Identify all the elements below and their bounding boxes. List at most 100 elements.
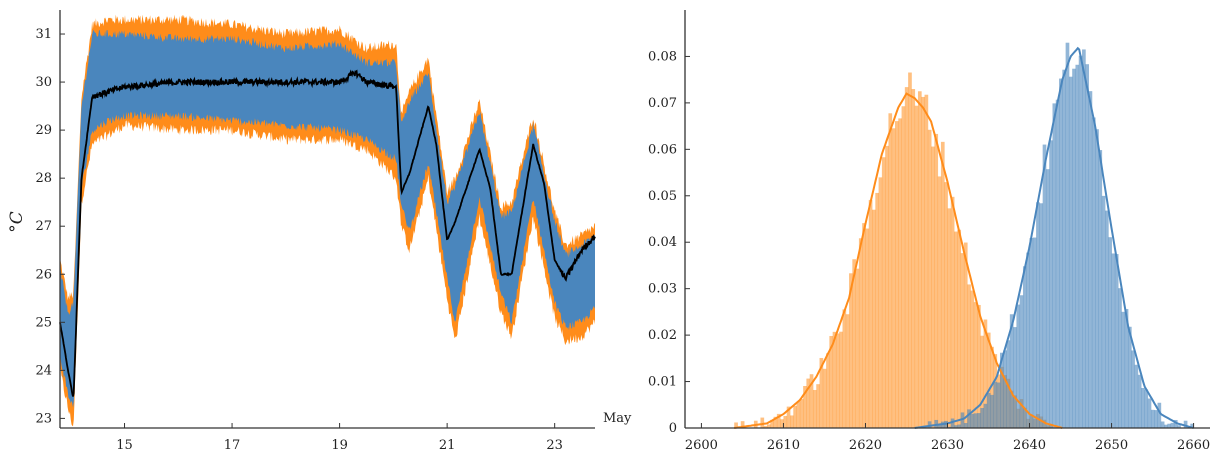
histogram-bar-series-1 (868, 199, 873, 428)
histogram-bar-series-2 (1075, 64, 1080, 428)
y-tick-label: 27 (35, 219, 52, 234)
histogram-bar-series-2 (1072, 68, 1076, 428)
x-tick-label: 2650 (1095, 438, 1128, 453)
y-tick-label: 0.03 (648, 282, 677, 297)
histogram-bar-series-2 (1045, 169, 1050, 428)
histogram-bar-series-1 (970, 290, 975, 428)
histogram-bar-series-1 (957, 229, 962, 428)
histogram-bar-series-1 (826, 353, 830, 428)
outer-band-area (60, 14, 595, 427)
histogram-bar-series-1 (858, 238, 863, 428)
histogram-bar-series-1 (796, 401, 801, 428)
histogram-bar-series-2 (1019, 295, 1024, 428)
histogram-bar-series-1 (885, 145, 889, 428)
x-tick-label: 2640 (1013, 438, 1046, 453)
histogram-bar-series-1 (767, 424, 771, 428)
histogram-bar-series-1 (983, 319, 988, 428)
histogram-bar-series-1 (937, 176, 942, 428)
histogram-bar-series-2 (1029, 238, 1034, 428)
histogram-bar-series-2 (1134, 364, 1139, 428)
y-tick-label: 0 (669, 421, 677, 436)
histogram-bar-series-1 (921, 96, 925, 428)
x-tick-label: 2660 (1177, 438, 1210, 453)
histogram-bar-series-1 (904, 87, 909, 429)
histogram-bar-series-2 (1068, 76, 1073, 428)
histogram-bar-series-2 (967, 409, 971, 428)
histogram-bar-series-1 (872, 209, 876, 428)
histogram-bar-series-1 (780, 419, 784, 428)
histogram-bar-series-1 (842, 309, 847, 428)
x-tick-label: 2600 (685, 438, 718, 453)
histogram-bar-series-1 (786, 406, 791, 428)
x-tick-label: 2610 (767, 438, 800, 453)
histogram-bar-series-2 (1183, 420, 1188, 428)
histogram-chart: 0 0.01 0.02 0.03 0.04 0.05 0.06 0.07 0.08 2600 261… (648, 10, 1210, 453)
histogram-bar-series-2 (980, 407, 984, 428)
histogram-bar-series-1 (855, 268, 860, 428)
histogram-bar-series-1 (770, 419, 774, 428)
histogram-bar-series-2 (977, 413, 981, 428)
x-unit-label: May (603, 411, 632, 426)
histogram-bar-series-1 (812, 389, 817, 428)
histogram-bar-series-1 (898, 118, 902, 429)
histogram-bar-series-2 (1164, 424, 1168, 428)
histogram-bar-series-1 (806, 378, 811, 428)
histogram-bar-series-2 (1170, 422, 1175, 428)
histogram-bar-series-2 (957, 424, 962, 428)
histogram-bar-series-1 (990, 346, 994, 428)
histogram-bar-series-1 (773, 416, 778, 428)
y-tick-label: 0.04 (648, 235, 677, 250)
histogram-bar-series-2 (1108, 237, 1112, 428)
histogram-bar-series-2 (1009, 314, 1014, 428)
histogram-bar-series-1 (967, 284, 971, 428)
y-tick-label: 26 (35, 267, 52, 282)
histogram-bar-series-2 (937, 424, 942, 428)
histogram-bar-series-2 (1022, 266, 1027, 428)
histogram-bar-series-2 (1105, 210, 1109, 428)
histogram-bar-series-1 (986, 332, 991, 428)
histogram-bar-series-2 (1000, 352, 1004, 428)
histogram-bar-series-2 (1121, 311, 1126, 428)
histogram-bar-series-2 (1039, 203, 1044, 428)
histogram-bar-series-2 (1003, 350, 1007, 428)
median-line (59, 69, 596, 397)
histogram-bar-series-2 (990, 394, 994, 428)
histogram-bar-series-2 (1078, 55, 1083, 429)
y-tick-label: 23 (35, 411, 52, 426)
histogram-bar-series-2 (1052, 103, 1057, 428)
histogram-bar-series-1 (931, 146, 935, 429)
histogram-bar-series-2 (1062, 69, 1067, 428)
histogram-bar-series-1 (809, 374, 814, 428)
y-tick-label: 30 (35, 75, 52, 90)
histogram-bar-series-1 (891, 128, 896, 428)
histogram-bar-series-1 (944, 182, 948, 428)
histogram-bar-series-1 (963, 242, 968, 428)
histogram-bar-series-2 (1147, 398, 1152, 428)
histogram-bar-series-2 (1118, 288, 1122, 428)
x-tick-label: 19 (331, 438, 348, 453)
histogram-bar-series-1 (799, 399, 804, 428)
histogram-bar-series-1 (790, 415, 794, 428)
histogram-bar-series-1 (803, 386, 807, 428)
histogram-bar-series-2 (1160, 421, 1165, 428)
histogram-bar-series-1 (776, 413, 781, 428)
histogram-bar-series-2 (983, 403, 988, 428)
histogram-bar-series-2 (986, 392, 991, 428)
histogram-bar-series-1 (740, 421, 745, 428)
histogram-bar-series-2 (1144, 389, 1149, 428)
histogram-bar-series-2 (1085, 64, 1089, 428)
histogram-bar-series-2 (1150, 409, 1155, 428)
histogram-bar-series-2 (1026, 252, 1030, 428)
histogram-bar-series-2 (960, 412, 965, 428)
histogram-bar-series-1 (895, 121, 899, 429)
histogram-bar-series-1 (862, 223, 866, 428)
histogram-bar-series-1 (954, 231, 958, 428)
histogram-bar-series-1 (901, 106, 906, 428)
histogram-bar-series-1 (839, 331, 843, 428)
histogram-bar-series-2 (1177, 425, 1181, 428)
y-tick-label: 0.01 (648, 375, 677, 390)
histogram-bar-series-2 (1114, 254, 1119, 428)
histogram-bar-series-1 (960, 253, 965, 428)
histogram-bar-series-2 (1131, 350, 1135, 428)
x-tick-label: 23 (546, 438, 563, 453)
